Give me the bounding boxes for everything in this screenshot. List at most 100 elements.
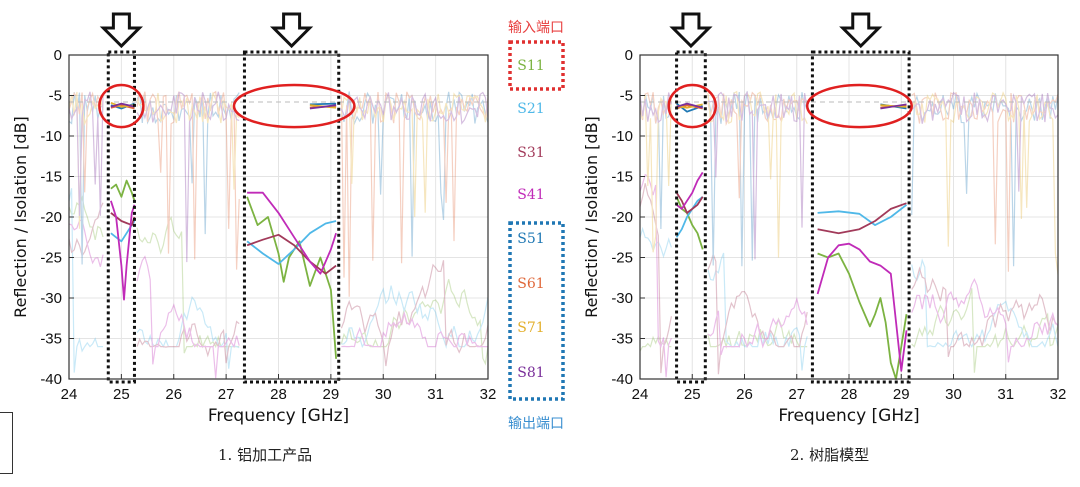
faint-trace (340, 279, 489, 366)
background-traces (639, 90, 1059, 378)
faint-trace (340, 92, 489, 217)
x-tick-label: 27 (218, 386, 235, 403)
faint-trace (707, 296, 808, 356)
x-tick-label: 28 (841, 386, 858, 403)
faint-trace (639, 183, 672, 374)
faint-trace (911, 266, 1059, 357)
x-tick-label: 32 (480, 386, 497, 403)
background-traces (68, 90, 489, 379)
legend-item-s81: S81 (517, 365, 544, 381)
x-tick-label: 29 (893, 386, 910, 403)
chart-1-caption: 1. 铝加工产品 (218, 446, 313, 464)
band-highlight (675, 50, 707, 384)
x-tick-label: 32 (1050, 386, 1067, 403)
y-tick-label: 0 (54, 47, 62, 64)
input-port-box (508, 40, 565, 91)
faint-trace (68, 91, 104, 216)
faint-trace (639, 93, 672, 230)
chart-1: 24 25 26 27 28 29 30 31 32 0 -5 -10 -15 -20 -25 -30 -35 -… (11, 12, 497, 426)
series-s21 (246, 220, 337, 265)
faint-trace (707, 317, 808, 349)
faint-trace (136, 320, 240, 364)
faint-trace (911, 91, 1059, 272)
x-tick-label: 26 (165, 386, 182, 403)
series-s11 (110, 179, 136, 202)
down-arrow-icon (839, 12, 883, 49)
series-s81 (676, 102, 703, 109)
x-tick-label: 28 (270, 386, 287, 403)
faint-trace (639, 92, 672, 124)
y-tick-label: -20 (40, 209, 62, 226)
faint-trace (136, 295, 240, 369)
y-axis-label: Reflection / Isolation [dB] (582, 116, 601, 318)
legend-item-s61: S61 (517, 276, 544, 292)
chart-2: 24 25 26 27 28 29 30 31 32 0 -5 -10 -15 -20 -25 -30 -35 -… (582, 12, 1067, 426)
band-highlight (810, 50, 911, 384)
legend-item-s11: S11 (517, 58, 544, 74)
faint-trace (136, 91, 240, 190)
legend-input-title: 输入端口 (508, 20, 564, 36)
y-axis-label: Reflection / Isolation [dB] (11, 116, 30, 318)
down-arrow-icon (669, 12, 713, 49)
series-s41 (816, 242, 908, 372)
down-arrow-icon (99, 12, 143, 49)
y-tick-label: -25 (40, 250, 62, 267)
x-tick-label: 27 (788, 386, 805, 403)
legend-item-s21: S21 (517, 101, 544, 117)
legend: 输入端口 S11 S21 S31 S41 S51 S61 S71 S81 输出端口 (508, 20, 565, 432)
x-tick-label: 25 (113, 386, 130, 403)
series-s31 (675, 192, 704, 214)
legend-item-s41: S41 (517, 187, 544, 203)
x-tick-label: 24 (632, 386, 649, 403)
y-tick-label: -35 (40, 331, 62, 348)
band-highlight (242, 50, 341, 384)
faint-trace (340, 91, 489, 257)
faint-trace (68, 219, 104, 267)
faint-trace (911, 91, 1059, 192)
series-s21 (817, 204, 908, 227)
faint-trace (68, 195, 104, 241)
faint-trace (911, 258, 1059, 349)
y-tick-label: -30 (40, 290, 62, 307)
chart-2-caption: 2. 树脂模型 (790, 446, 870, 464)
faint-trace (707, 90, 808, 260)
faint-trace (341, 310, 488, 348)
faint-trace (68, 91, 104, 229)
x-axis-label: Frequency [GHz] (778, 406, 919, 426)
legend-item-s51: S51 (517, 231, 544, 247)
series-s11 (675, 196, 704, 250)
faint-trace (707, 91, 808, 199)
series-s61 (110, 104, 135, 110)
faint-trace (136, 91, 240, 263)
x-tick-label: 29 (323, 386, 340, 403)
down-arrow-icon (269, 12, 314, 49)
faint-trace (136, 216, 240, 354)
series-s31 (246, 233, 337, 275)
faint-trace (68, 188, 103, 373)
faint-trace (340, 260, 489, 367)
faint-trace (639, 334, 672, 352)
y-tick-label: -40 (611, 371, 633, 388)
y-tick-label: -25 (611, 250, 633, 267)
series-s51 (309, 102, 337, 106)
faint-trace (911, 91, 1059, 275)
faint-trace (68, 92, 104, 265)
y-tick-label: -5 (620, 88, 633, 105)
series-s81 (110, 102, 135, 108)
series-s41 (247, 191, 337, 275)
legend-output-title: 输出端口 (508, 416, 564, 432)
faint-trace (639, 226, 672, 259)
highlight-oval (667, 83, 718, 129)
highlight-oval (98, 83, 145, 129)
x-tick-label: 25 (684, 386, 701, 403)
faint-trace (911, 278, 1059, 363)
output-port-box (508, 221, 565, 401)
y-tick-label: -40 (40, 371, 62, 388)
y-tick-label: -5 (49, 88, 62, 105)
band-highlight (106, 50, 136, 384)
x-tick-label: 26 (736, 386, 753, 403)
x-tick-label: 30 (945, 386, 962, 403)
y-tick-label: -15 (40, 169, 62, 186)
legend-item-s31: S31 (517, 145, 544, 161)
faint-trace (340, 91, 489, 297)
